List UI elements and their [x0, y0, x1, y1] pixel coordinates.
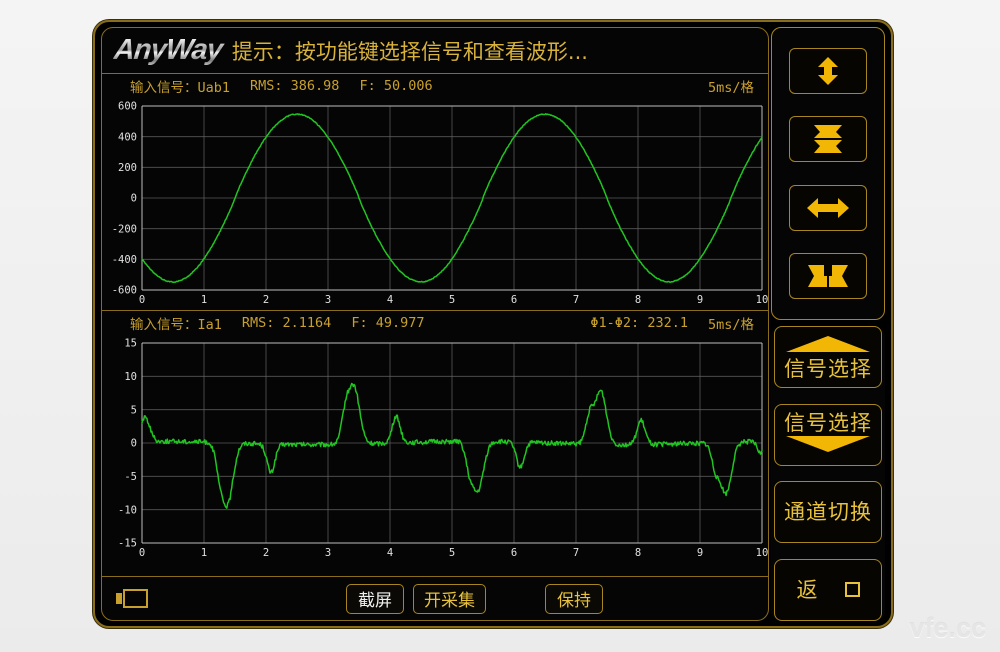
signal-select-down-button[interactable]: 信号选择: [774, 403, 882, 466]
anyway-logo: AnyWay: [112, 34, 233, 67]
signal-select-down-label: 信号选择: [784, 410, 872, 435]
hold-button[interactable]: 保持: [545, 583, 603, 614]
watermark: vfe.cc: [909, 613, 986, 643]
svg-text:0: 0: [131, 193, 137, 205]
svg-text:-600: -600: [112, 285, 137, 297]
svg-text:1: 1: [201, 294, 207, 306]
back-button-row: 返: [797, 579, 860, 601]
svg-text:-5: -5: [124, 471, 137, 483]
channel1-rms: RMS: 386.98: [250, 78, 340, 94]
instrument-bezel: AnyWay 提示：按功能键选择信号和查看波形... 输入信号：Uab1 RMS…: [93, 20, 893, 628]
channel2-info: 输入信号：Ia1 RMS: 2.1164 F: 49.977 Φ1-Φ2: 23…: [102, 311, 768, 335]
voltage-plot-svg: -600 -400 -200 0 200 400 600 0 1 2 3 4 5 6 7 8 9 10: [102, 98, 769, 310]
channel2-phase: Φ1-Φ2: 232.1: [590, 315, 688, 331]
svg-text:8: 8: [635, 294, 641, 306]
triangle-up-icon: [785, 334, 871, 358]
zoom-button-group: [771, 27, 885, 320]
svg-text:0: 0: [139, 547, 145, 559]
horizontal-compress-icon: [806, 261, 850, 291]
svg-text:3: 3: [325, 294, 331, 306]
voltage-plot: -600 -400 -200 0 200 400 600 0 1 2 3 4 5 6 7 8 9 10: [102, 98, 768, 310]
svg-text:600: 600: [118, 101, 137, 113]
svg-text:5: 5: [131, 404, 137, 416]
svg-text:5: 5: [449, 547, 455, 559]
horizontal-expand-button[interactable]: [789, 184, 867, 231]
svg-text:3: 3: [325, 547, 331, 559]
svg-text:7: 7: [573, 294, 579, 306]
svg-text:5: 5: [449, 294, 455, 306]
vertical-expand-icon: [806, 56, 850, 86]
horizontal-compress-button[interactable]: [789, 252, 867, 299]
back-label: 返: [796, 577, 819, 602]
svg-text:4: 4: [387, 547, 393, 559]
signal-select-up-button[interactable]: 信号选择: [774, 326, 882, 388]
current-plot-svg: -15 -10 -5 0 5 10 15 0 1 2 3 4 5 6 7 8 9 10: [102, 335, 769, 565]
title-bar: AnyWay 提示：按功能键选择信号和查看波形...: [102, 28, 768, 74]
hint-text: 提示：按功能键选择信号和查看波形...: [231, 39, 588, 64]
svg-text:6: 6: [511, 294, 517, 306]
channel-switch-label: 通道切换: [784, 500, 872, 525]
screenshot-button[interactable]: 截屏: [346, 583, 404, 614]
svg-text:1: 1: [201, 547, 207, 559]
channel2-rms: RMS: 2.1164: [241, 315, 332, 331]
channel-switch-button[interactable]: 通道切换: [774, 481, 882, 544]
svg-text:2: 2: [263, 547, 269, 559]
svg-text:400: 400: [118, 131, 137, 143]
channel1-timebase: 5ms/格: [707, 80, 754, 96]
side-button-panel: 信号选择 信号选择 通道切换 返: [771, 27, 885, 621]
bottom-toolbar: 截屏 开采集 保持: [102, 576, 768, 620]
instrument-screen: AnyWay 提示：按功能键选择信号和查看波形... 输入信号：Uab1 RMS…: [101, 27, 769, 621]
vertical-expand-button[interactable]: [789, 48, 867, 95]
svg-text:-200: -200: [112, 223, 137, 235]
svg-text:10: 10: [124, 371, 137, 383]
plot-divider: [102, 310, 768, 311]
svg-text:0: 0: [139, 294, 145, 306]
svg-text:9: 9: [697, 547, 703, 559]
channel1-frequency: F: 50.006: [359, 78, 433, 94]
current-plot: -15 -10 -5 0 5 10 15 0 1 2 3 4 5 6 7 8 9 10: [102, 335, 768, 565]
channel2-signal: 输入信号：Ia1: [130, 317, 222, 333]
svg-text:4: 4: [387, 294, 393, 306]
svg-text:8: 8: [635, 547, 641, 559]
svg-text:7: 7: [573, 547, 579, 559]
svg-text:10: 10: [756, 547, 769, 559]
svg-text:10: 10: [756, 294, 769, 306]
battery-body: [123, 589, 148, 608]
svg-text:200: 200: [118, 162, 137, 174]
signal-select-up-label: 信号选择: [784, 356, 872, 381]
channel2-frequency: F: 49.977: [351, 315, 425, 331]
vertical-compress-icon: [806, 124, 850, 154]
svg-text:6: 6: [511, 547, 517, 559]
back-square-icon: [844, 582, 860, 598]
vertical-compress-button[interactable]: [789, 116, 867, 163]
svg-text:2: 2: [263, 294, 269, 306]
back-button[interactable]: 返: [774, 558, 882, 621]
svg-text:9: 9: [697, 294, 703, 306]
svg-text:15: 15: [124, 338, 137, 350]
function-button-group: 信号选择 信号选择 通道切换 返: [771, 326, 885, 621]
triangle-down-icon: [785, 434, 871, 458]
channel2-timebase: 5ms/格: [707, 317, 754, 333]
horizontal-expand-icon: [806, 193, 850, 223]
channel1-info: 输入信号：Uab1 RMS: 386.98 F: 50.006 5ms/格: [102, 74, 768, 98]
channel1-signal: 输入信号：Uab1: [130, 80, 231, 96]
svg-text:-15: -15: [118, 538, 137, 550]
battery-icon: [116, 589, 150, 608]
svg-text:0: 0: [131, 438, 137, 450]
svg-text:-400: -400: [112, 254, 137, 266]
start-acquisition-button[interactable]: 开采集: [413, 583, 486, 614]
svg-text:-10: -10: [118, 504, 137, 516]
battery-terminal: [116, 593, 122, 604]
